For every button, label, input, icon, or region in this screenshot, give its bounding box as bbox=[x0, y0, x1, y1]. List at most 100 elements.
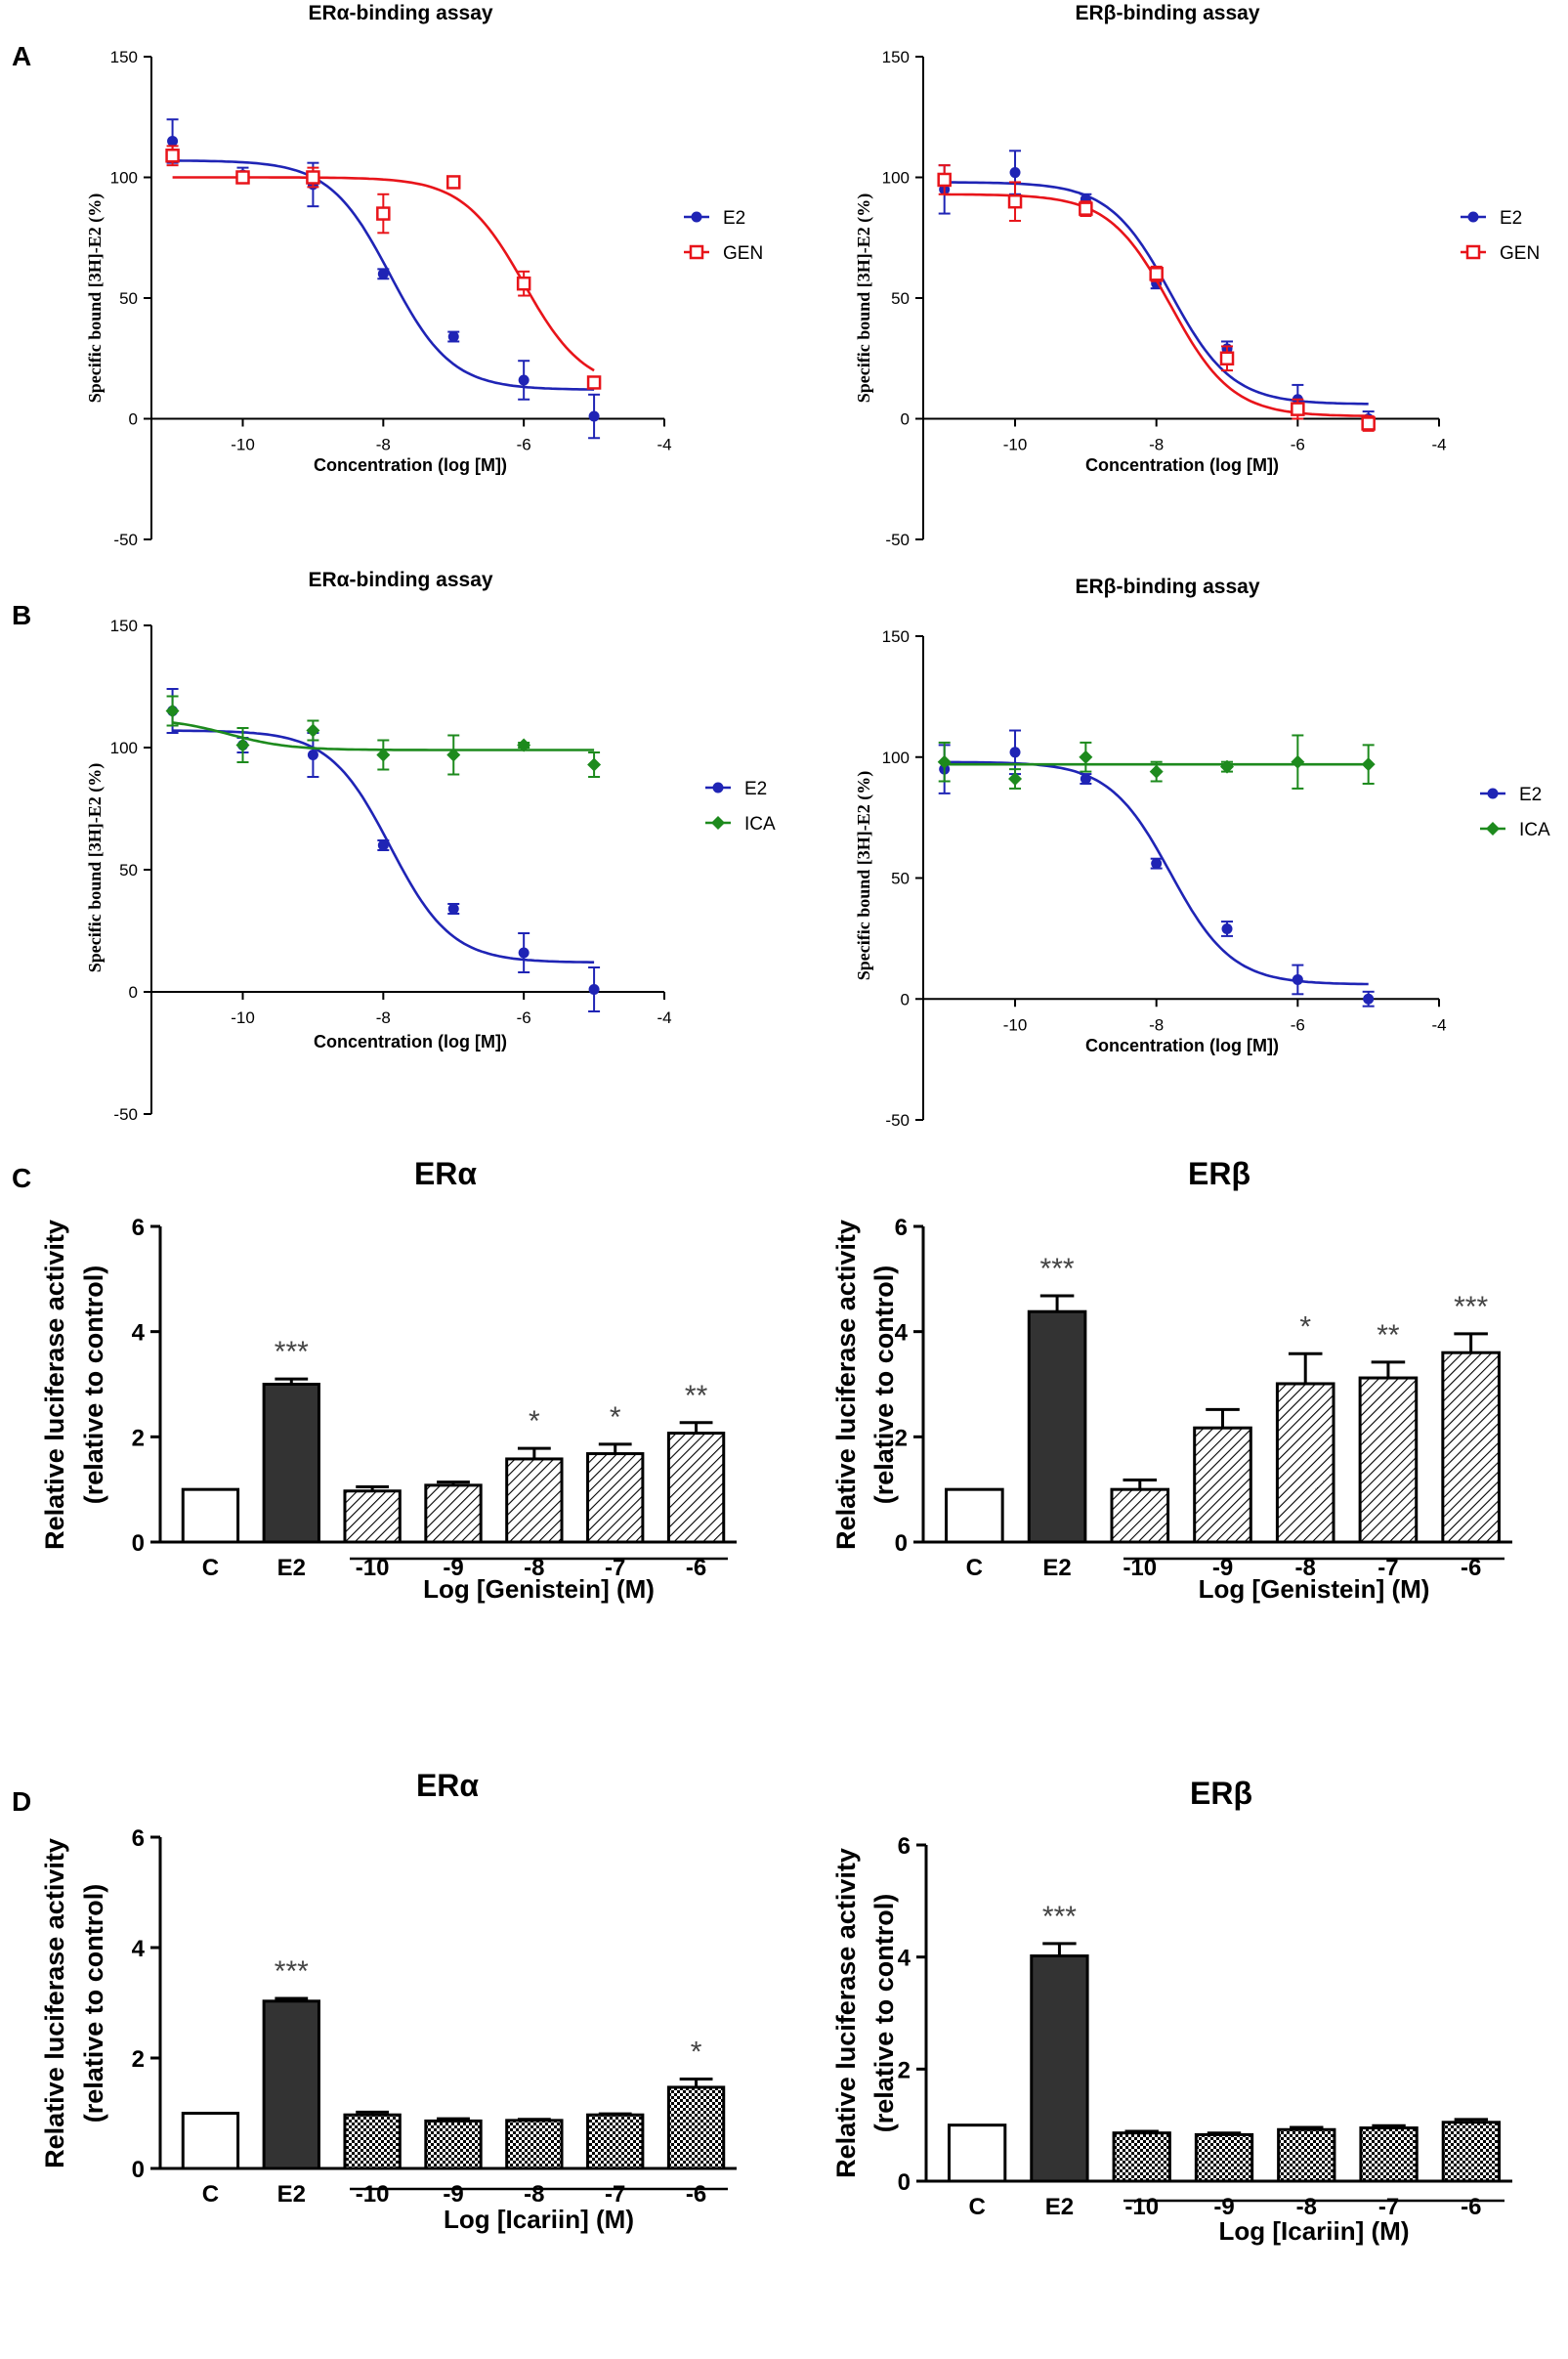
data-point-e2 bbox=[1009, 747, 1021, 758]
x-tick-label: -6 bbox=[517, 436, 531, 454]
x-tick-label: -4 bbox=[1431, 436, 1446, 454]
significance-marker: * bbox=[1299, 1310, 1311, 1343]
legend-label-e2: E2 bbox=[744, 779, 767, 799]
y-tick-label: 4 bbox=[132, 1320, 146, 1347]
y-tick-label: 0 bbox=[895, 1530, 908, 1557]
data-point-gen bbox=[1007, 193, 1023, 209]
x-tick-label: -6 bbox=[686, 1555, 706, 1581]
bar--9 bbox=[424, 1483, 483, 1544]
significance-marker: * bbox=[691, 2036, 702, 2068]
x-tick-label: E2 bbox=[277, 1555, 306, 1581]
legend-label-gen: GEN bbox=[723, 243, 763, 264]
x-tick-label: -10 bbox=[231, 1008, 255, 1027]
y-tick-label: 50 bbox=[119, 289, 138, 308]
y-tick-label: 4 bbox=[132, 1936, 146, 1962]
x-tick-label: -7 bbox=[605, 1555, 625, 1581]
panel-label-a: A bbox=[12, 41, 32, 71]
x-tick-label: C bbox=[202, 2181, 219, 2208]
binding-chart-b-right: ERβ-binding assay -50 0 50 100 150 -10 -8 -6 -4 Co… bbox=[854, 576, 1550, 1130]
y-tick-label: 2 bbox=[898, 2057, 911, 2083]
bar-C bbox=[947, 2123, 1007, 2183]
x-tick-label: E2 bbox=[1045, 2194, 1074, 2220]
x-tick-label: E2 bbox=[277, 2181, 306, 2208]
y-tick-label: 150 bbox=[882, 48, 910, 66]
fit-curve-gen bbox=[944, 193, 1369, 417]
y-tick-label: 150 bbox=[110, 617, 138, 635]
y-axis-label: Specific bound [3H]-E2 (%) bbox=[85, 193, 106, 404]
data-point-e2 bbox=[588, 984, 600, 995]
data-point-ica bbox=[1220, 759, 1235, 774]
data-point-gen bbox=[1079, 201, 1093, 216]
significance-marker: * bbox=[610, 1401, 621, 1434]
legend-label-ica: ICA bbox=[1519, 820, 1550, 840]
data-point-ica bbox=[235, 738, 250, 752]
x-tick-label: -8 bbox=[524, 2181, 544, 2208]
chart-title: ERβ-binding assay bbox=[1075, 576, 1259, 598]
series-e2 bbox=[166, 118, 601, 440]
data-point-e2 bbox=[1221, 922, 1233, 934]
y-tick-label: -50 bbox=[113, 1105, 138, 1124]
x-tick-label: -6 bbox=[1291, 1015, 1305, 1034]
chart-title: ERα bbox=[416, 1768, 479, 1803]
x-axis-label: Concentration (log [M]) bbox=[1085, 455, 1279, 475]
panel-label-b: B bbox=[12, 600, 32, 630]
bar--7 bbox=[586, 2113, 645, 2170]
bar-C bbox=[945, 1487, 1004, 1544]
luciferase-chart-d-right: ERβ 0 2 4 6 Relative luciferase activity (rela… bbox=[831, 1776, 1512, 2246]
y-tick-label: 6 bbox=[898, 1833, 911, 1860]
bar--6 bbox=[1441, 1351, 1501, 1544]
x-tick-label: -4 bbox=[657, 1008, 671, 1027]
binding-chart-a-right: ERβ-binding assay -50 0 50 100 150 -10 -8 -6 -4 Co… bbox=[854, 2, 1540, 549]
bar--8 bbox=[1277, 2127, 1336, 2183]
legend-marker-e2 bbox=[1487, 788, 1499, 799]
data-point-ica bbox=[1079, 750, 1093, 764]
y-tick-label: 6 bbox=[895, 1215, 908, 1241]
legend-label-e2: E2 bbox=[723, 208, 745, 229]
chart-title: ERα bbox=[414, 1156, 477, 1191]
bar--8 bbox=[505, 2119, 564, 2170]
x-tick-label: -8 bbox=[1295, 1555, 1316, 1581]
series-e2 bbox=[938, 150, 1375, 427]
series-ica bbox=[165, 695, 602, 778]
bar-C bbox=[181, 2112, 240, 2170]
chart-title: ERβ-binding assay bbox=[1075, 2, 1259, 24]
bar-E2 bbox=[262, 1999, 320, 2170]
data-point-e2 bbox=[518, 947, 530, 959]
data-point-gen bbox=[1149, 267, 1164, 281]
data-point-gen bbox=[937, 172, 952, 188]
data-point-ica bbox=[1008, 772, 1023, 787]
y-tick-label: 150 bbox=[110, 48, 138, 66]
legend-label-e2: E2 bbox=[1500, 208, 1522, 229]
significance-marker: * bbox=[529, 1405, 540, 1437]
x-tick-label: -8 bbox=[1149, 436, 1164, 454]
y-axis-label: Specific bound [3H]-E2 (%) bbox=[854, 193, 874, 404]
x-tick-label: -6 bbox=[1461, 1555, 1481, 1581]
data-point-gen bbox=[1219, 351, 1235, 365]
data-point-e2 bbox=[447, 903, 459, 915]
luciferase-chart-c-left: ERα 0 2 4 6 Relative luciferase activity (rela… bbox=[40, 1156, 737, 1604]
fit-curve-e2 bbox=[944, 181, 1369, 406]
data-point-ica bbox=[446, 748, 461, 762]
legend-marker-e2 bbox=[691, 211, 702, 223]
y-tick-label: 0 bbox=[132, 1530, 145, 1557]
series-gen bbox=[165, 145, 602, 390]
data-point-e2 bbox=[518, 374, 530, 386]
significance-marker: ** bbox=[685, 1380, 708, 1412]
binding-chart-a-left: ERα-binding assay -50 0 50 100 150 -10 -8 -6 -4 Co… bbox=[85, 2, 763, 549]
data-point-e2 bbox=[377, 839, 389, 851]
data-point-gen bbox=[165, 149, 180, 163]
data-point-ica bbox=[1149, 764, 1164, 779]
y-tick-label: 50 bbox=[891, 870, 910, 888]
x-tick-label: -9 bbox=[1212, 1555, 1233, 1581]
data-point-gen bbox=[586, 375, 602, 390]
x-tick-label: -10 bbox=[356, 2181, 390, 2208]
data-point-ica bbox=[517, 738, 531, 752]
x-tick-label: -7 bbox=[605, 2181, 625, 2208]
y-axis-label: Relative luciferase activity bbox=[40, 1838, 69, 2168]
bar--7 bbox=[1358, 1376, 1419, 1544]
y-axis-label: Specific bound [3H]-E2 (%) bbox=[854, 771, 874, 981]
bar--9 bbox=[424, 2119, 483, 2170]
y-tick-label: -50 bbox=[113, 531, 138, 549]
bar--7 bbox=[586, 1452, 645, 1544]
